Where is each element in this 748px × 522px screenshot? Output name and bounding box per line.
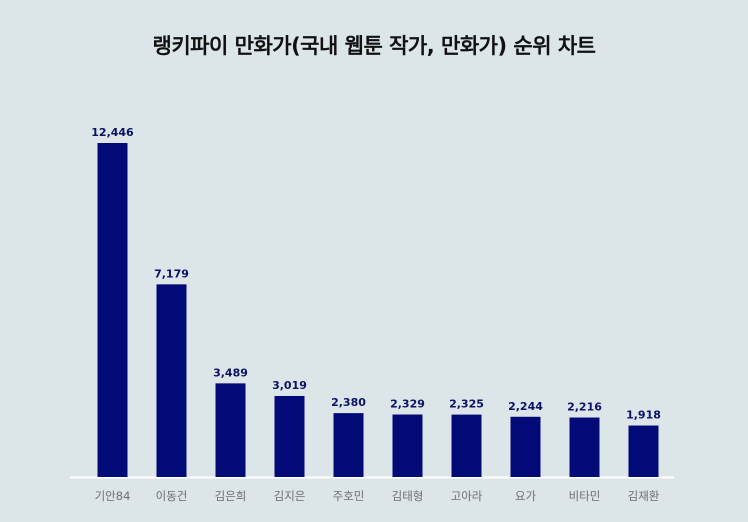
category-label: 김재환	[628, 489, 660, 503]
chart-title: 랭키파이 만화가(국내 웹툰 작가, 만화가) 순위 차트	[152, 34, 596, 58]
category-label: 이동건	[156, 489, 188, 503]
bar-김재환	[628, 425, 659, 477]
value-label: 12,446	[91, 126, 134, 139]
value-label: 2,329	[390, 397, 425, 410]
category-label: 비타민	[569, 489, 601, 503]
category-label: 김태형	[392, 489, 424, 503]
value-label: 1,918	[626, 409, 661, 422]
category-label: 기안84	[95, 489, 131, 503]
bar-이동건	[156, 284, 187, 477]
category-label: 주호민	[333, 489, 365, 503]
category-label: 김은희	[215, 489, 247, 503]
bar-김지은	[274, 395, 305, 477]
bar-주호민	[333, 413, 364, 477]
value-label: 2,380	[331, 396, 366, 409]
category-label: 김지은	[274, 489, 306, 503]
bar-기안84	[97, 143, 128, 477]
value-label: 3,489	[213, 366, 248, 379]
bar-요가	[510, 416, 541, 477]
bar-비타민	[569, 417, 600, 477]
value-label: 3,019	[272, 379, 307, 392]
category-label: 고아라	[451, 489, 483, 503]
bar-고아라	[451, 414, 482, 477]
value-label: 2,216	[567, 401, 602, 414]
value-label: 2,244	[508, 400, 543, 413]
category-label: 요가	[515, 489, 537, 503]
bar-김태형	[392, 414, 423, 477]
value-label: 7,179	[154, 267, 189, 280]
bars-group: 12,446 기안84 7,179 이동건 3,489 김은희 3,019 김지은 2,380 주…	[91, 126, 661, 503]
bar-김은희	[215, 383, 246, 477]
value-label: 2,325	[449, 398, 484, 411]
